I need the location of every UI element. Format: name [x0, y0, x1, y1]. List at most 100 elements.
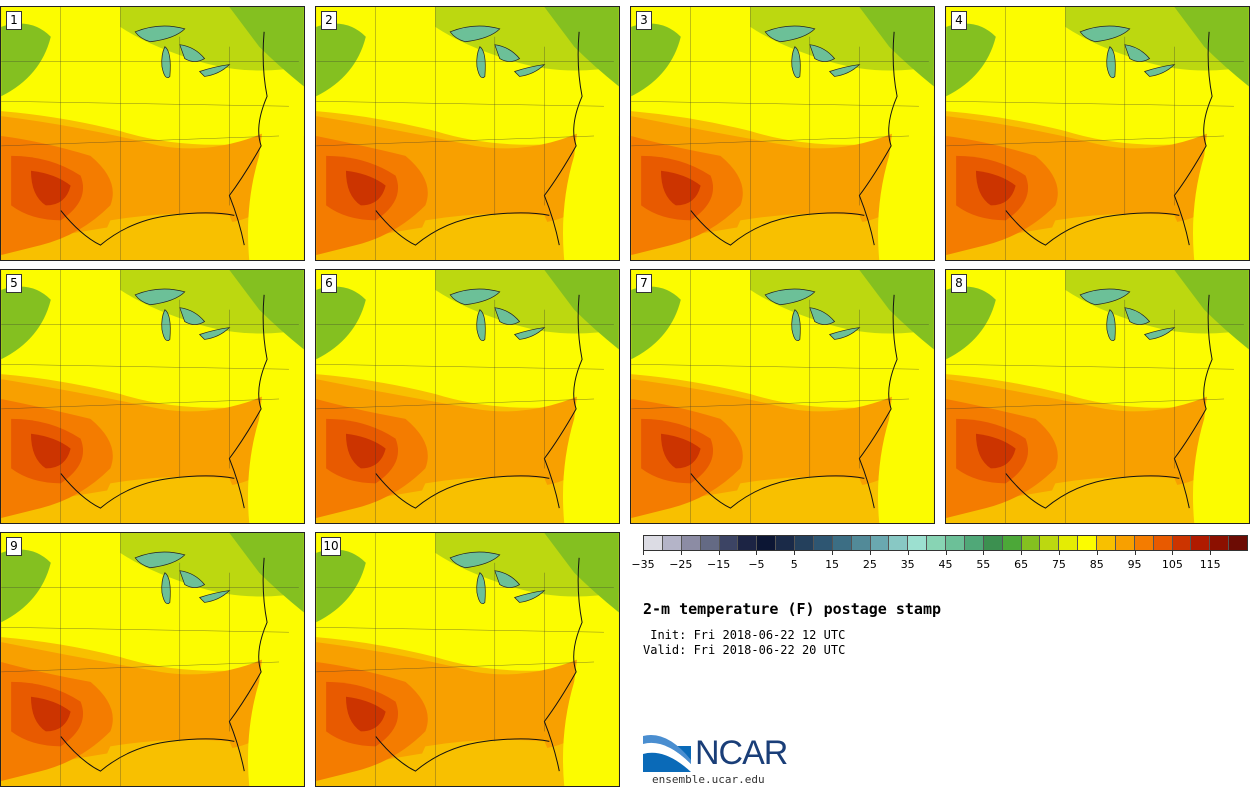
lake-michigan: [1106, 309, 1116, 342]
green-northwest-region: [316, 23, 366, 97]
colorbar-tick: [983, 551, 985, 555]
colorbar-swatch: [1210, 536, 1230, 550]
ncar-logo: NCAR: [643, 730, 793, 775]
colorbar-tick: [680, 551, 682, 555]
state-borders: [316, 270, 614, 523]
lake-huron: [494, 307, 521, 325]
colorbar-swatch: [1153, 536, 1173, 550]
colorbar-tick-label: 5: [790, 558, 798, 571]
colorbar-swatch: [1021, 536, 1041, 550]
east-coastline: [543, 31, 583, 246]
lake-huron: [809, 307, 836, 325]
colorbar-swatch: [681, 536, 701, 550]
gulf-coastline: [690, 473, 865, 509]
green-northwest-region: [316, 549, 366, 623]
colorbar-swatch: [644, 536, 663, 550]
colorbar-swatch: [719, 536, 739, 550]
colorbar-tick-label: −5: [748, 558, 765, 571]
east-coastline: [858, 294, 898, 509]
lake-superior: [449, 25, 501, 43]
green-northwest-region: [631, 23, 681, 97]
chart-title: 2-m temperature (F) postage stamp: [643, 600, 942, 618]
panel-number-label: 3: [636, 11, 652, 30]
colorbar-tick: [1134, 551, 1136, 555]
panel-number-label: 9: [6, 537, 22, 556]
state-borders: [316, 7, 614, 260]
colorbar-tick-label: 115: [1199, 558, 1221, 571]
colorbar-swatch: [1040, 536, 1060, 550]
atlantic-ocean: [562, 349, 619, 523]
gulf-of-mexico: [415, 213, 552, 260]
atlantic-ocean: [1192, 86, 1249, 260]
gulf-coastline: [60, 473, 235, 509]
colorbar-swatch: [813, 536, 833, 550]
green-northeast-region: [1174, 270, 1249, 350]
colorbar-tick: [718, 551, 720, 555]
lake-michigan: [161, 309, 171, 342]
colorbar-tick: [1210, 551, 1212, 555]
gulf-of-mexico: [1045, 213, 1182, 260]
gulf-coastline: [375, 473, 550, 509]
colorbar-tick-label: −15: [707, 558, 731, 571]
lake-huron: [494, 570, 521, 588]
gulf-coastline: [690, 210, 865, 246]
lake-superior: [1079, 25, 1131, 43]
colorbar-tick-label: 15: [825, 558, 840, 571]
colorbar-tick: [1096, 551, 1098, 555]
lake-michigan: [1106, 46, 1116, 79]
state-borders: [631, 7, 929, 260]
colorbar-tick: [832, 551, 834, 555]
colorbar-tick: [1021, 551, 1023, 555]
colorbar-swatch: [927, 536, 946, 550]
atlantic-ocean: [877, 349, 934, 523]
green-northeast-region: [859, 270, 934, 350]
atlantic-ocean: [562, 86, 619, 260]
temperature-map: [316, 270, 619, 523]
colorbar-tick: [643, 551, 644, 555]
colorbar-swatch: [908, 536, 928, 550]
atlantic-ocean: [562, 612, 619, 786]
state-borders: [631, 270, 929, 523]
temperature-colorbar: −35 −25 −15 −5 5 15 25 35 45 55 65 75 85 95 105 115: [631, 535, 1248, 575]
temperature-map: [631, 7, 934, 260]
colorbar-tick-label: 25: [862, 558, 877, 571]
colorbar-tick: [1172, 551, 1174, 555]
gulf-coastline: [375, 210, 550, 246]
green-northwest-region: [946, 23, 996, 97]
east-coastline: [1173, 31, 1213, 246]
colorbar-swatch: [1134, 536, 1154, 550]
init-time: Init: Fri 2018-06-22 12 UTC: [643, 628, 846, 642]
state-borders: [946, 7, 1244, 260]
forecast-panel-10: 10: [315, 532, 620, 787]
gulf-coastline: [1005, 473, 1180, 509]
panel-number-label: 10: [321, 537, 341, 556]
green-northeast-region: [229, 270, 304, 350]
lake-michigan: [161, 572, 171, 605]
atlantic-ocean: [247, 612, 304, 786]
green-northwest-region: [1, 23, 51, 97]
gulf-of-mexico: [100, 476, 237, 523]
gulf-coastline: [60, 210, 235, 246]
colorbar-tick: [1058, 551, 1060, 555]
green-northwest-region: [631, 286, 681, 360]
lake-michigan: [161, 46, 171, 79]
lake-huron: [179, 44, 206, 62]
colorbar-swatch: [983, 536, 1003, 550]
lake-huron: [1124, 307, 1151, 325]
colorbar-tick-label: 95: [1127, 558, 1142, 571]
panel-number-label: 6: [321, 274, 337, 293]
colorbar-tick-label: 45: [938, 558, 953, 571]
lake-huron: [179, 570, 206, 588]
gulf-of-mexico: [730, 476, 867, 523]
state-borders: [1, 533, 299, 786]
colorbar-swatch: [1078, 536, 1097, 550]
green-northwest-region: [946, 286, 996, 360]
east-coastline: [228, 294, 268, 509]
green-northwest-region: [1, 286, 51, 360]
panel-number-label: 2: [321, 11, 337, 30]
gulf-of-mexico: [100, 213, 237, 260]
colorbar-swatch: [870, 536, 890, 550]
green-northeast-region: [544, 7, 619, 87]
gulf-of-mexico: [1045, 476, 1182, 523]
atlantic-ocean: [877, 86, 934, 260]
